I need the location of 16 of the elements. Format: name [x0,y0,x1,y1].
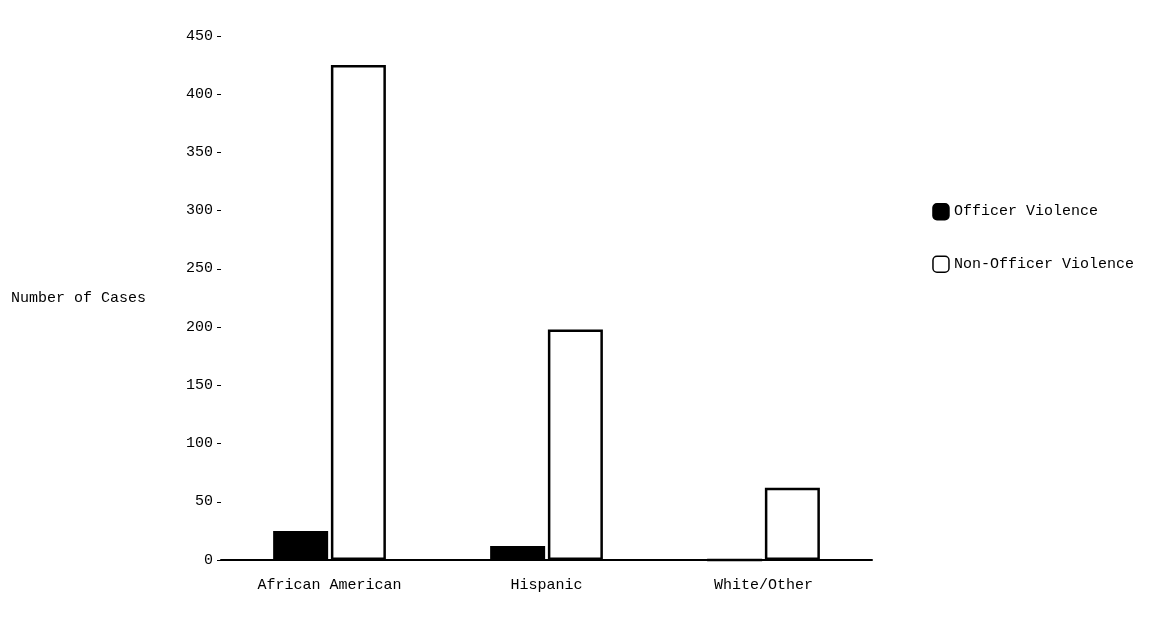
x-tick-label: African American [257,577,402,594]
y-tick-label: 300 [186,202,214,220]
x-tick-label: White/Other [713,577,814,594]
legend-label: Non-Officer Violence [953,255,1134,273]
y-tick-label: 350 [186,143,214,161]
legend-label: Officer Violence [953,203,1098,221]
y-tick-label: 50 [195,493,214,511]
y-tick-label: 450 [186,27,214,45]
x-tick-label: Hispanic [510,577,583,594]
y-tick-label: 400 [186,85,214,103]
y-tick-label: 150 [186,376,214,394]
y-axis-title: Number of Cases [10,289,147,307]
y-tick-label: 100 [186,435,214,453]
y-tick-label: 250 [186,260,214,278]
y-tick-label: 0 [204,551,214,569]
y-tick-label: 200 [186,318,214,336]
